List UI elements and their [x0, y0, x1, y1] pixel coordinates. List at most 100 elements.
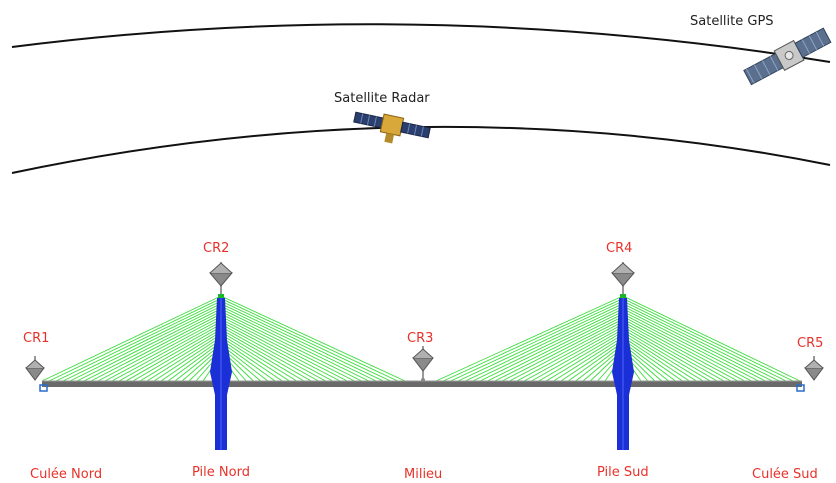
corner-reflector-icon	[610, 262, 636, 294]
stay-cable	[83, 310, 222, 382]
stay-cable	[501, 318, 624, 382]
stay-cable	[553, 336, 624, 382]
stay-cable	[622, 313, 752, 382]
stay-cable	[139, 331, 222, 382]
stay-cable	[560, 339, 624, 382]
stay-cable	[523, 326, 624, 382]
culee-sud-label: Culée Sud	[752, 467, 818, 482]
pile-nord-pylon	[210, 298, 232, 450]
stay-cable	[220, 328, 312, 382]
stay-cable	[220, 326, 319, 382]
stay-cable	[472, 308, 624, 382]
stay-cable	[220, 303, 384, 382]
stay-cable	[509, 321, 624, 382]
stay-cable	[568, 341, 624, 382]
stay-cable	[69, 305, 222, 382]
stay-cable	[622, 310, 759, 382]
stay-cable	[443, 298, 624, 382]
radar-satellite-icon	[353, 111, 431, 144]
stay-cable	[55, 300, 222, 382]
stay-cable	[220, 339, 283, 382]
stay-cable	[132, 328, 222, 382]
stay-cable	[622, 295, 801, 382]
stay-cable	[465, 305, 624, 382]
stay-cables	[41, 294, 801, 382]
stay-cable	[220, 305, 377, 382]
stay-cable	[220, 318, 341, 382]
gps-satellite-icon	[743, 27, 832, 86]
culee-sud-bearing	[796, 384, 805, 392]
milieu-label: Milieu	[404, 467, 442, 482]
stay-cable	[622, 334, 697, 382]
stay-cable	[622, 331, 704, 382]
stay-cable	[62, 303, 222, 382]
stay-cable	[545, 334, 624, 382]
stay-cable	[435, 295, 624, 382]
stay-cable	[220, 331, 305, 382]
stay-cable	[220, 313, 355, 382]
stay-cable	[160, 339, 222, 382]
stay-cable	[167, 341, 222, 382]
gps-orbit	[11, 23, 831, 63]
stay-cable	[220, 298, 398, 382]
bridge-deck	[42, 381, 802, 387]
stay-cable	[220, 336, 290, 382]
stay-cable	[220, 341, 276, 382]
culee-nord-bearing	[39, 384, 48, 392]
stay-cable	[220, 344, 269, 382]
stay-cable	[622, 298, 794, 382]
cr5-label: CR5	[797, 336, 823, 351]
stay-cable	[622, 308, 766, 382]
cr4-label: CR4	[606, 241, 632, 256]
stay-cable	[622, 336, 690, 382]
stay-cable	[622, 321, 732, 382]
stay-cable	[97, 316, 222, 382]
corner-reflector-icon	[208, 262, 234, 294]
stay-cable	[622, 305, 773, 382]
stay-cable	[622, 303, 780, 382]
corner-reflector-icon	[25, 356, 45, 381]
stay-cable	[450, 300, 624, 382]
cr3-label: CR3	[407, 331, 433, 346]
stay-cable	[125, 326, 222, 382]
stay-cable	[538, 331, 624, 382]
stay-cable	[622, 323, 725, 382]
stay-cable	[622, 300, 787, 382]
stay-cable	[111, 321, 222, 382]
stay-cable	[153, 336, 222, 382]
stay-cable	[575, 344, 624, 382]
stay-cable	[457, 303, 624, 382]
stay-cable	[622, 326, 718, 382]
pile-sud-label: Pile Sud	[597, 465, 649, 480]
stay-cable	[220, 310, 362, 382]
stay-cable	[41, 295, 222, 382]
stay-cable	[622, 316, 745, 382]
stay-cable	[622, 328, 711, 382]
stay-cable	[487, 313, 624, 382]
stay-cable	[48, 298, 222, 382]
stay-cable	[220, 295, 406, 382]
stay-cable	[220, 308, 370, 382]
stay-cable	[622, 318, 738, 382]
stay-cable	[220, 334, 297, 382]
stay-cable	[622, 339, 683, 382]
stay-cable	[118, 323, 222, 382]
stay-cable	[622, 341, 676, 382]
stay-cable	[479, 310, 624, 382]
stay-cable	[220, 300, 391, 382]
stay-cable	[76, 308, 222, 382]
cr1-label: CR1	[23, 331, 49, 346]
stay-cable	[220, 316, 348, 382]
stay-cable	[146, 334, 222, 382]
satellite-radar-label: Satellite Radar	[334, 91, 430, 106]
culee-nord-label: Culée Nord	[30, 467, 102, 482]
corner-reflector-icon	[804, 356, 824, 381]
stay-cable	[90, 313, 222, 382]
stay-cable	[220, 323, 326, 382]
pile-nord-label: Pile Nord	[192, 465, 250, 480]
cr2-label: CR2	[203, 241, 229, 256]
stay-cable	[220, 321, 334, 382]
satellite-gps-label: Satellite GPS	[690, 14, 774, 29]
stay-cable	[516, 323, 624, 382]
